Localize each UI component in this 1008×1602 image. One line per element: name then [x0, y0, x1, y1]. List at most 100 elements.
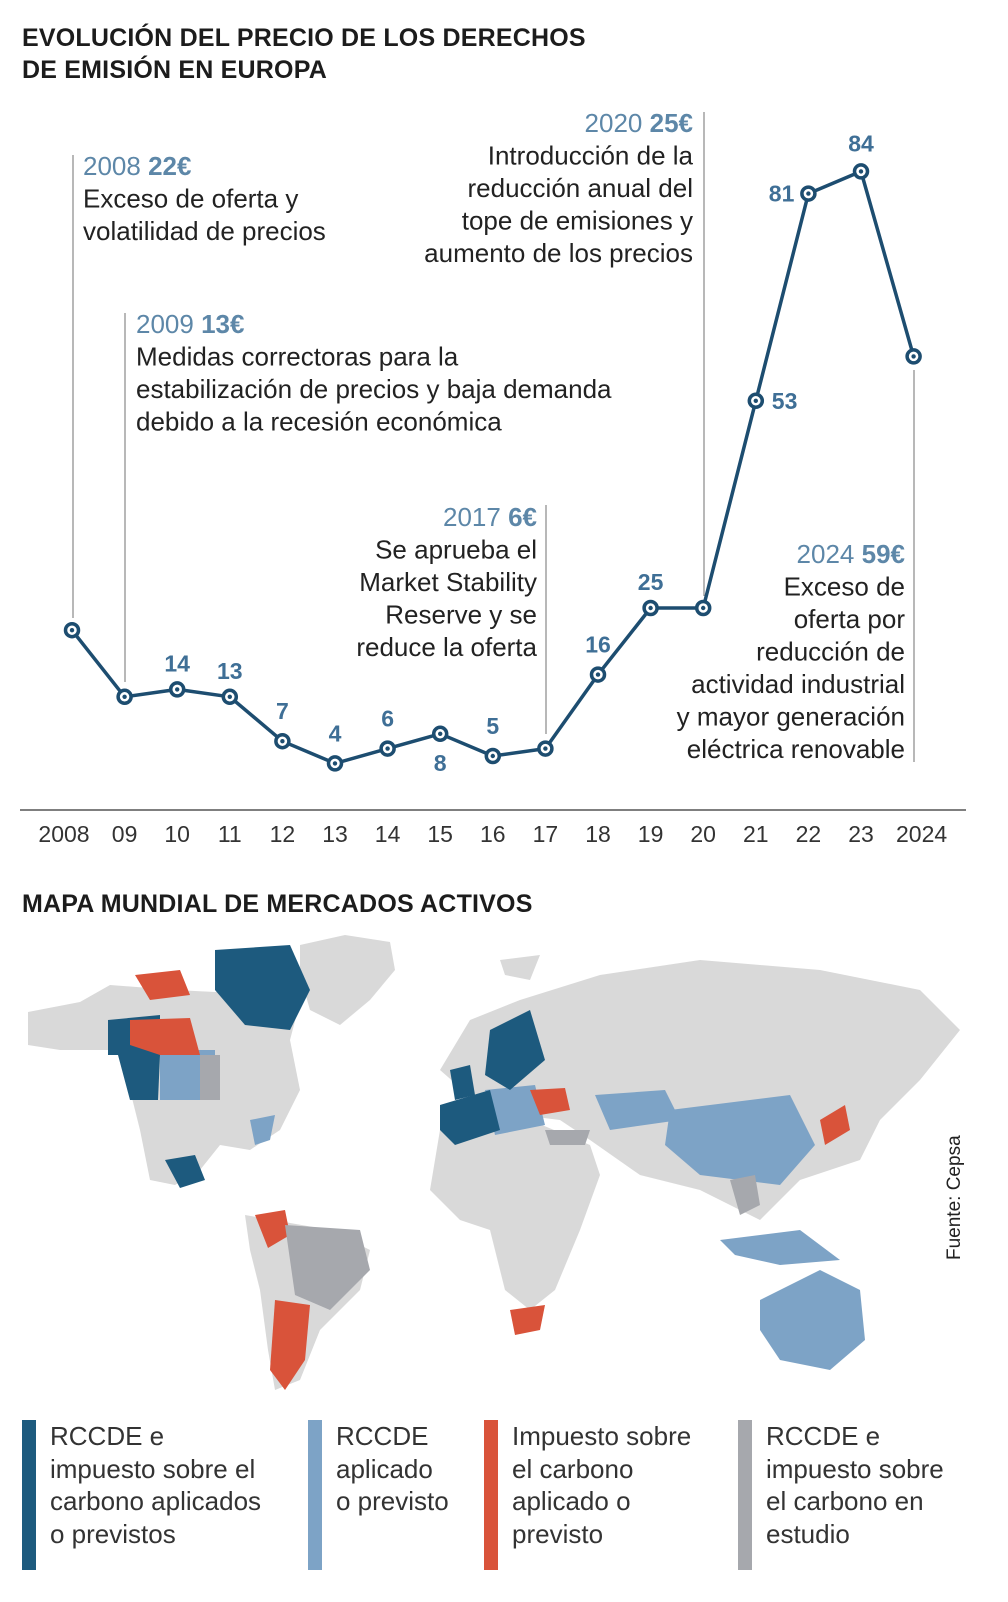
annotation-text-2009: estabilización de precios y baja demanda [136, 374, 612, 404]
legend-label: Impuesto sobre el carbono aplicado o pre… [512, 1421, 692, 1549]
annotation-text-2020: aumento de los precios [424, 238, 693, 268]
annotation-text-2024: actividad industrial [691, 669, 905, 699]
x-tick-2024: 2024 [896, 821, 947, 847]
annotation-text-2024: reducción de [756, 637, 905, 667]
data-point-center [595, 672, 601, 677]
annotation-text-2024: y mayor generación [677, 702, 905, 732]
region-us-northeast [250, 1115, 275, 1145]
x-tick-20: 20 [690, 821, 716, 847]
legend-item-rccde: RCCDE aplicado o previsto [308, 1420, 478, 1570]
annotation-leader-lines [72, 112, 915, 762]
legend-label: RCCDE e impuesto sobre el carbono aplica… [50, 1421, 262, 1549]
x-tick-23: 23 [848, 821, 874, 847]
value-label-10: 14 [164, 650, 190, 676]
region-china [665, 1095, 815, 1185]
region-southeast-asia [730, 1175, 760, 1215]
map-en-estudio [200, 1055, 760, 1310]
region-eastern-europe [485, 1085, 545, 1135]
region-ukraine [530, 1088, 570, 1115]
map-impuesto [130, 970, 850, 1390]
annotation-text-2024: oferta por [794, 604, 906, 634]
legend-swatch [308, 1420, 322, 1570]
region-canada-east-study [200, 1055, 220, 1100]
region-mexico-part [165, 1155, 205, 1188]
legend-label: RCCDE e impuesto sobre el carbono en est… [766, 1421, 944, 1549]
data-point-center [911, 354, 916, 359]
data-point-center [753, 398, 758, 403]
legend-label: RCCDE aplicado o previsto [336, 1421, 449, 1516]
annotation-text-2024: eléctrica renovable [687, 734, 905, 764]
legend-item-impuesto: Impuesto sobre el carbono aplicado o pre… [484, 1420, 724, 1570]
data-point-center [438, 731, 443, 736]
annotation-year: 2020 [585, 108, 650, 138]
annotation-year: 2008 [83, 151, 148, 181]
annotation-text-2017: Reserve y se [385, 600, 537, 630]
data-point-center [385, 746, 390, 751]
annotation-text-2020: Introducción de la [488, 141, 694, 171]
annotation-text-2009: debido a la recesión económica [136, 407, 502, 437]
x-tick-11: 11 [218, 821, 242, 847]
x-tick-21: 21 [743, 821, 769, 847]
region-scandinavia [485, 1010, 545, 1090]
value-label-13: 4 [329, 720, 342, 746]
legend-swatch [738, 1420, 752, 1570]
x-tick-12: 12 [270, 821, 296, 847]
data-point-center [280, 739, 285, 744]
value-label-23: 84 [848, 130, 874, 156]
annotation-heading-2008: 2008 22€ [83, 151, 191, 181]
value-label-16: 5 [486, 713, 499, 739]
region-indonesia [720, 1230, 840, 1265]
data-point-center [69, 628, 75, 633]
data-points [63, 163, 922, 772]
value-label-21: 53 [772, 388, 798, 414]
region-kazakhstan [595, 1090, 680, 1130]
data-point-center [175, 687, 180, 692]
world-map [28, 935, 960, 1390]
annotation-price: 6€ [508, 502, 537, 532]
value-label-14: 6 [381, 706, 394, 732]
x-tick-09: 09 [112, 821, 138, 847]
land-greenland-east [500, 955, 540, 980]
x-tick-22: 22 [796, 821, 822, 847]
annotation-year: 2009 [136, 309, 201, 339]
annotation-text-2020: tope de emisiones y [462, 206, 693, 236]
value-label-15: 8 [434, 750, 447, 776]
x-tick-16: 16 [480, 821, 506, 847]
region-uk [450, 1065, 475, 1100]
value-label-11: 13 [217, 658, 243, 684]
annotation-text-2008: volatilidad de precios [83, 216, 326, 246]
annotation-text-2024: Exceso de [784, 572, 905, 602]
legend-item-rccde-impuesto: RCCDE e impuesto sobre el carbono aplica… [22, 1420, 282, 1570]
land-greenland [300, 935, 395, 1025]
land-africa [430, 1120, 600, 1310]
region-colombia [255, 1210, 290, 1248]
map-title: MAPA MUNDIAL DE MERCADOS ACTIVOS [22, 890, 533, 918]
value-label-18: 16 [585, 632, 611, 658]
region-canada-north [135, 970, 190, 1000]
data-point-center [701, 605, 706, 611]
region-canada-ne [215, 945, 310, 1030]
map-no-data [28, 935, 960, 1390]
data-point-center [858, 169, 864, 174]
region-western-europe [440, 1090, 500, 1145]
annotation-text-2008: Exceso de oferta y [83, 184, 298, 214]
map-rccde [160, 1050, 865, 1370]
annotation-heading-2017: 2017 6€ [443, 502, 537, 532]
annotation-text-2017: Market Stability [359, 567, 537, 597]
annotation-price: 22€ [148, 151, 191, 181]
land-eurasia [440, 960, 960, 1220]
data-point-center [122, 694, 127, 699]
x-tick-13: 13 [322, 821, 348, 847]
annotation-price: 25€ [650, 108, 693, 138]
value-label-19: 25 [638, 569, 664, 595]
region-canada-west [130, 1018, 200, 1055]
annotation-heading-2024: 2024 59€ [797, 539, 905, 569]
value-label-22: 81 [769, 181, 795, 207]
x-tick-17: 17 [533, 821, 559, 847]
annotation-text-2009: Medidas correctoras para la [136, 342, 459, 372]
x-tick-18: 18 [585, 821, 611, 847]
chart-title: EVOLUCIÓN DEL PRECIO DE LOS DERECHOS DE … [22, 24, 586, 84]
source-note: Fuente: Cepsa [944, 1135, 965, 1260]
